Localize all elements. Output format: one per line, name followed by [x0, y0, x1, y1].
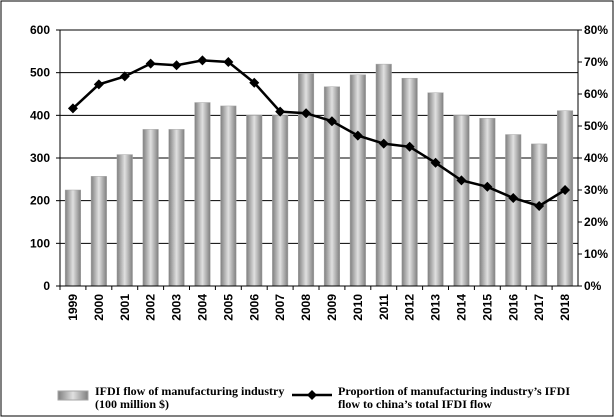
y2-tick-label: 0% [584, 279, 602, 293]
y2-tick-label: 80% [584, 23, 608, 37]
line-marker [301, 108, 312, 119]
x-tick-label: 2007 [273, 294, 287, 321]
line-marker [456, 175, 467, 186]
x-tick-label: 2000 [92, 294, 106, 321]
x-tick-label: 2011 [377, 294, 391, 320]
x-tick-label: 2018 [558, 294, 572, 321]
bar [505, 134, 522, 287]
line-marker [352, 130, 363, 141]
bar [375, 63, 392, 287]
line-marker [223, 57, 234, 67]
y-tick-label: 100 [30, 236, 50, 250]
line-marker [508, 193, 519, 203]
y-tick-label: 0 [43, 279, 50, 293]
bar [557, 110, 574, 287]
line-marker [534, 201, 545, 211]
y-tick-label: 500 [30, 66, 50, 80]
bar [116, 154, 133, 287]
x-tick-label: 2002 [144, 294, 158, 321]
y2-tick-label: 10% [584, 247, 608, 261]
line-marker [404, 141, 415, 152]
x-tick-label: 2014 [454, 294, 468, 321]
line-marker [482, 181, 493, 192]
x-tick-label: 2016 [506, 294, 520, 321]
y2-tick-label: 40% [584, 151, 608, 165]
y2-tick-label: 60% [584, 87, 608, 101]
legend-swatch [57, 390, 89, 401]
line-marker [560, 185, 571, 195]
x-tick-label: 2008 [299, 294, 313, 321]
y2-tick-label: 20% [584, 215, 608, 229]
y2-tick-label: 30% [584, 183, 608, 197]
bar [531, 143, 548, 287]
bar [479, 118, 496, 287]
x-tick-label: 2015 [480, 294, 494, 321]
x-tick-label: 2005 [221, 294, 235, 321]
line-marker [171, 60, 182, 71]
x-tick-label: 2012 [403, 294, 417, 321]
line-marker [378, 138, 389, 149]
x-tick-label: 2010 [351, 294, 365, 321]
bar [220, 105, 237, 287]
line-marker [197, 55, 208, 66]
line-marker [275, 106, 286, 117]
x-tick-label: 2001 [118, 294, 132, 321]
y2-tick-label: 70% [584, 55, 608, 69]
bar [90, 176, 107, 287]
line-marker [119, 71, 130, 82]
bar [298, 73, 315, 287]
bar [453, 115, 470, 287]
bar [427, 92, 444, 287]
x-tick-label: 2009 [325, 294, 339, 321]
bar [168, 129, 185, 287]
line-marker [430, 157, 441, 168]
legend-marker [307, 390, 317, 400]
x-tick-label: 2003 [170, 294, 184, 321]
x-tick-label: 2017 [532, 294, 546, 321]
y-tick-label: 400 [30, 108, 50, 122]
x-tick-label: 1999 [66, 294, 80, 321]
line-marker [145, 58, 156, 69]
y2-tick-label: 50% [584, 119, 608, 133]
bar [64, 189, 81, 287]
bar [349, 74, 366, 287]
bar [272, 115, 289, 287]
legend-label: IFDI flow of manufacturing industry (100… [95, 384, 285, 411]
x-tick-label: 2013 [429, 294, 443, 321]
y-tick-label: 300 [30, 151, 50, 165]
line-marker [93, 79, 104, 90]
bar [401, 77, 418, 287]
line-marker [67, 103, 78, 114]
line-marker [249, 77, 260, 88]
y-tick-label: 200 [30, 194, 50, 208]
legend-label: Proportion of manufacturing industry’s I… [338, 384, 571, 411]
x-tick-label: 2006 [247, 294, 261, 321]
bar [142, 129, 159, 287]
line-marker [326, 116, 337, 127]
bar [246, 115, 263, 287]
x-tick-label: 2004 [195, 294, 209, 321]
y-tick-label: 600 [30, 23, 50, 37]
bar [194, 102, 211, 287]
